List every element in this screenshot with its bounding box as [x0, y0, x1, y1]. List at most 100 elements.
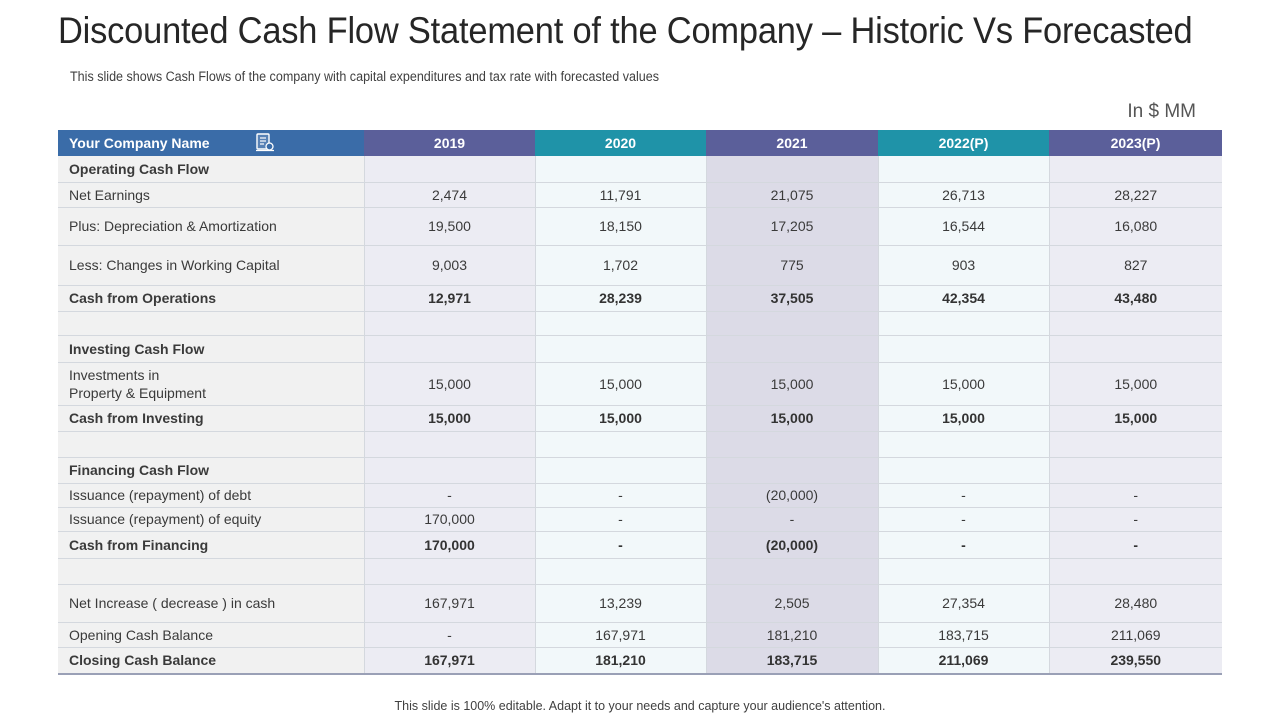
cell-2020: 15,000 — [534, 362, 706, 406]
cash-flow-table: Your Company Name 2019 2020 2021 2022(P)… — [58, 130, 1222, 675]
row-label: Closing Cash Balance — [58, 647, 364, 675]
cell-2023p: 28,480 — [1048, 584, 1222, 623]
cell-2021 — [705, 457, 878, 484]
cell-2022p: 15,000 — [877, 362, 1049, 406]
cell-2022p: 211,069 — [877, 647, 1049, 675]
cell-2023p — [1048, 335, 1222, 363]
cell-2021: 37,505 — [705, 285, 878, 312]
table-row-investments-ppe: Investments in Property & Equipment 15,0… — [58, 362, 1222, 406]
table-row-operating-cash-flow: Operating Cash Flow — [58, 156, 1222, 183]
table-row-depreciation: Plus: Depreciation & Amortization 19,500… — [58, 207, 1222, 246]
row-label: Financing Cash Flow — [58, 457, 364, 484]
cell-2022p: 42,354 — [877, 285, 1049, 312]
cell-2019 — [363, 558, 535, 585]
row-label: Issuance (repayment) of debt — [58, 483, 364, 508]
row-label-line-2: Property & Equipment — [69, 384, 206, 401]
cell-2019: 170,000 — [363, 531, 535, 559]
cell-2023p: 827 — [1048, 245, 1222, 286]
cell-2020 — [534, 558, 706, 585]
table-row-debt: Issuance (repayment) of debt - - (20,000… — [58, 483, 1222, 508]
row-label: Operating Cash Flow — [58, 156, 364, 183]
row-label: Issuance (repayment) of equity — [58, 507, 364, 532]
cell-2021: 775 — [705, 245, 878, 286]
cell-2020: 167,971 — [534, 622, 706, 648]
header-year-2019: 2019 — [364, 130, 535, 156]
cell-2023p: 43,480 — [1048, 285, 1222, 312]
cell-2020: - — [534, 507, 706, 532]
header-year-2020: 2020 — [535, 130, 706, 156]
cell-2019: 15,000 — [363, 405, 535, 432]
row-label: Plus: Depreciation & Amortization — [58, 207, 364, 246]
header-year-2022p: 2022(P) — [878, 130, 1049, 156]
table-row-spacer — [58, 311, 1222, 336]
table-row-financing-cash-flow: Financing Cash Flow — [58, 457, 1222, 484]
cell-2020 — [534, 457, 706, 484]
cell-2022p: 903 — [877, 245, 1049, 286]
cell-2019: 167,971 — [363, 584, 535, 623]
cell-2023p: 15,000 — [1048, 405, 1222, 432]
cell-2023p — [1048, 431, 1222, 458]
table-row-closing-balance: Closing Cash Balance 167,971 181,210 183… — [58, 647, 1222, 675]
row-label-line-1: Investments in — [69, 366, 160, 383]
cell-2019: 12,971 — [363, 285, 535, 312]
cell-2021 — [705, 335, 878, 363]
header-year-2023p: 2023(P) — [1049, 130, 1222, 156]
page-subtitle: This slide shows Cash Flows of the compa… — [70, 69, 659, 84]
row-label: Opening Cash Balance — [58, 622, 364, 648]
cell-2021: 183,715 — [705, 647, 878, 675]
row-label: Cash from Operations — [58, 285, 364, 312]
cell-2021: 15,000 — [705, 362, 878, 406]
table-row-cash-from-financing: Cash from Financing 170,000 - (20,000) -… — [58, 531, 1222, 559]
cell-2023p: 15,000 — [1048, 362, 1222, 406]
row-label: Less: Changes in Working Capital — [58, 245, 364, 286]
cell-2021: 17,205 — [705, 207, 878, 246]
cell-2021: 181,210 — [705, 622, 878, 648]
table-row-spacer — [58, 558, 1222, 585]
cell-2023p: - — [1048, 531, 1222, 559]
row-label: Investments in Property & Equipment — [58, 362, 364, 406]
table-row-net-increase: Net Increase ( decrease ) in cash 167,97… — [58, 584, 1222, 623]
company-document-icon — [255, 133, 275, 152]
cell-2019 — [363, 311, 535, 336]
cell-2023p: - — [1048, 483, 1222, 508]
cell-2022p: 183,715 — [877, 622, 1049, 648]
cell-2022p: 15,000 — [877, 405, 1049, 432]
cell-2019 — [363, 431, 535, 458]
cell-2022p — [877, 431, 1049, 458]
cell-2020: 28,239 — [534, 285, 706, 312]
units-label: In $ MM — [1127, 101, 1196, 122]
table-row-equity: Issuance (repayment) of equity 170,000 -… — [58, 507, 1222, 532]
cell-2020 — [534, 156, 706, 183]
cell-2021 — [705, 558, 878, 585]
cell-2022p — [877, 558, 1049, 585]
cell-2020 — [534, 311, 706, 336]
cell-2020 — [534, 431, 706, 458]
cell-2022p: 27,354 — [877, 584, 1049, 623]
cell-2019: - — [363, 483, 535, 508]
cell-2020: - — [534, 483, 706, 508]
cell-2021 — [705, 311, 878, 336]
cell-2020 — [534, 335, 706, 363]
page-title: Discounted Cash Flow Statement of the Co… — [58, 10, 1193, 51]
cell-2019: 2,474 — [363, 182, 535, 208]
cell-2021: (20,000) — [705, 531, 878, 559]
cell-2021 — [705, 156, 878, 183]
cell-2019: - — [363, 622, 535, 648]
cell-2022p — [877, 457, 1049, 484]
cell-2020: 18,150 — [534, 207, 706, 246]
cell-2022p: 16,544 — [877, 207, 1049, 246]
cell-2021: 2,505 — [705, 584, 878, 623]
cell-2021: 21,075 — [705, 182, 878, 208]
cell-2023p — [1048, 156, 1222, 183]
table-row-net-earnings: Net Earnings 2,474 11,791 21,075 26,713 … — [58, 182, 1222, 208]
cell-2023p — [1048, 558, 1222, 585]
footer-note: This slide is 100% editable. Adapt it to… — [394, 699, 886, 713]
header-company-name: Your Company Name — [58, 130, 364, 156]
cell-2022p — [877, 156, 1049, 183]
cell-2021 — [705, 431, 878, 458]
table-header-row: Your Company Name 2019 2020 2021 2022(P)… — [58, 130, 1222, 156]
row-label — [58, 311, 364, 336]
cell-2022p: - — [877, 507, 1049, 532]
cell-2021: 15,000 — [705, 405, 878, 432]
header-year-2021: 2021 — [706, 130, 878, 156]
